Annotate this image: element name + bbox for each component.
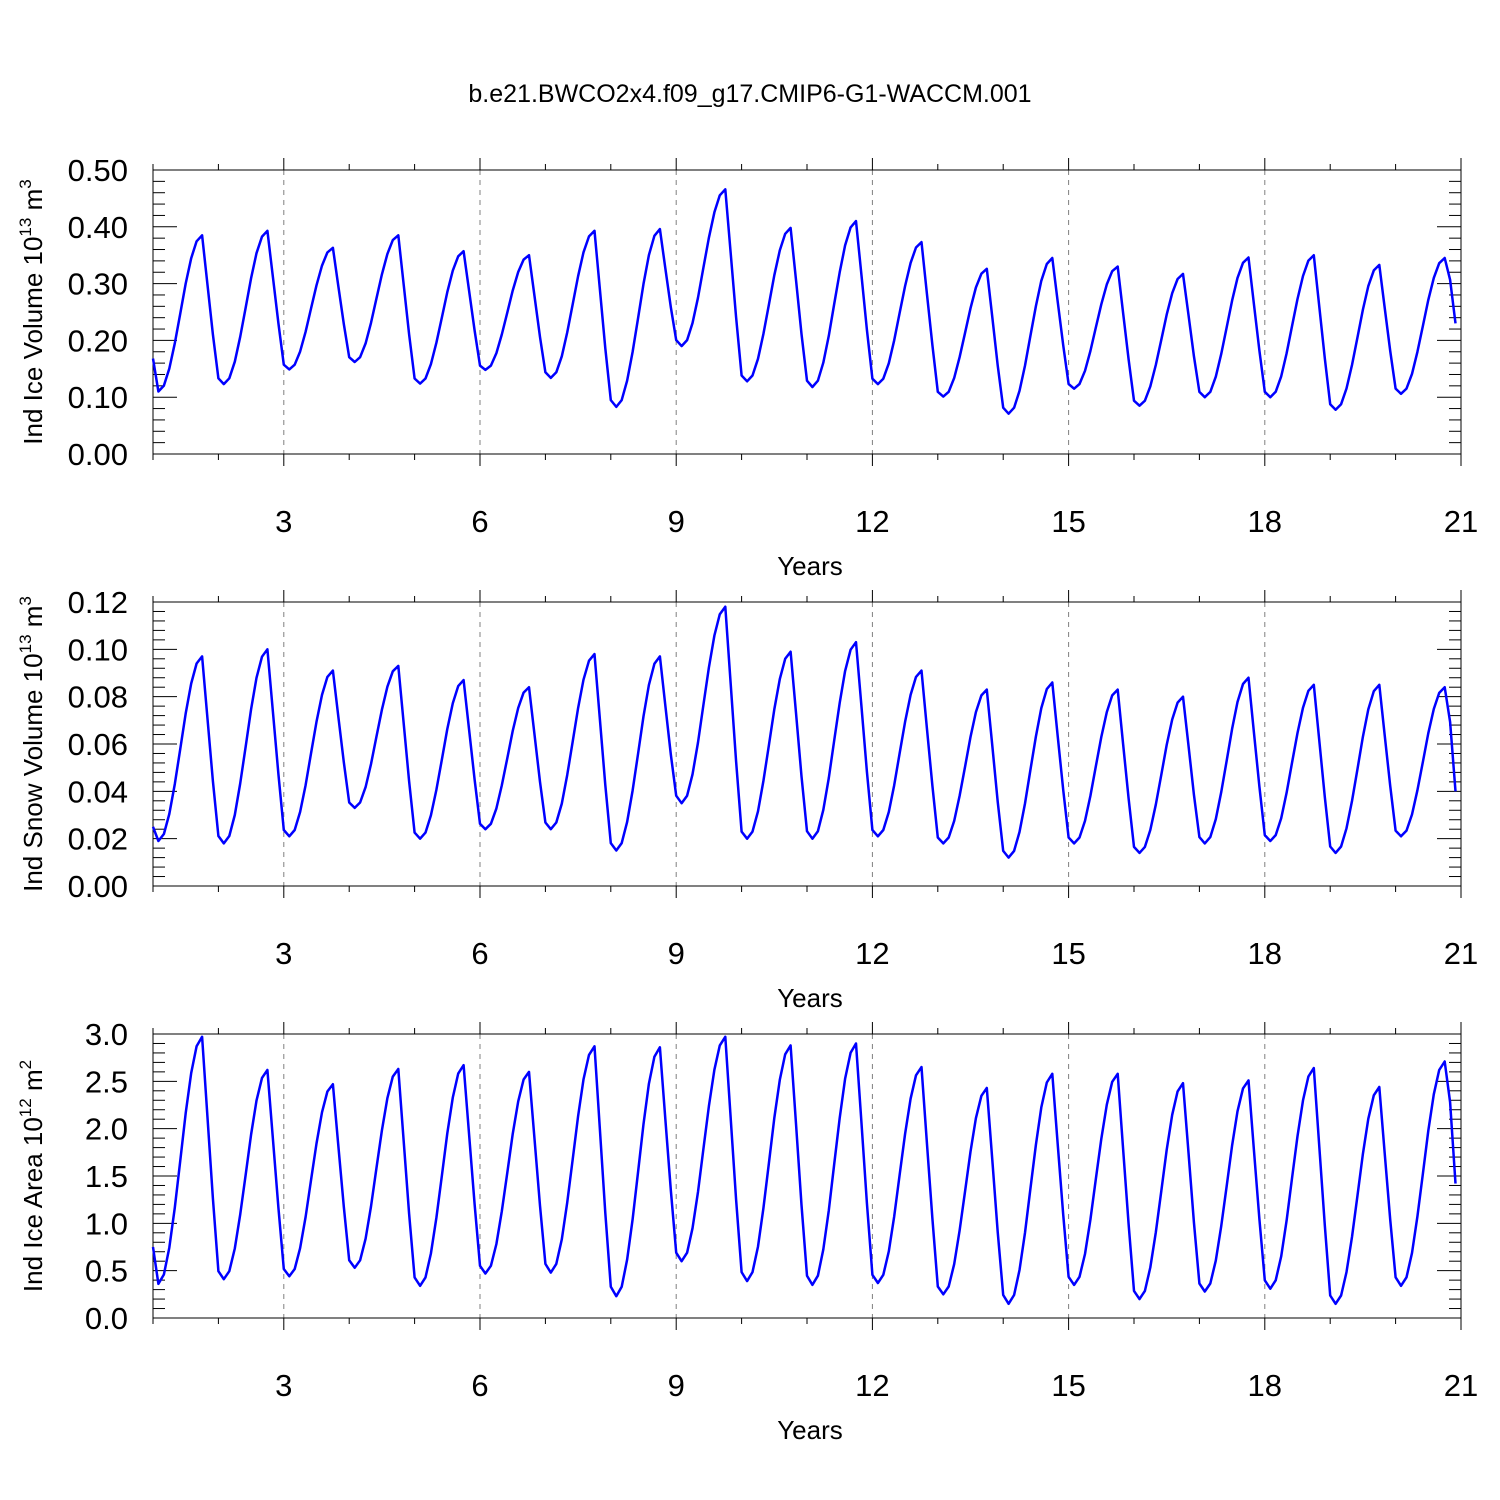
- y-tick-label: 3.0: [85, 1017, 128, 1052]
- x-tick-label: 18: [1248, 1368, 1282, 1403]
- y-axis-label-main: Ind Snow Volume 10: [18, 653, 48, 892]
- y-axis-label-unit: m: [18, 189, 48, 218]
- y-axis-label-exponent: 12: [16, 1098, 35, 1117]
- x-axis-label: Years: [777, 551, 843, 581]
- x-tick-label: 21: [1444, 504, 1478, 539]
- y-tick-label: 0.10: [68, 632, 128, 667]
- y-axis-label-main: Ind Ice Volume 10: [18, 237, 48, 445]
- x-tick-label: 6: [471, 1368, 488, 1403]
- y-axis-label-unit-exponent: 3: [16, 596, 35, 605]
- y-tick-label: 0.20: [68, 323, 128, 358]
- y-tick-label: 0.50: [68, 153, 128, 188]
- y-tick-label: 2.5: [85, 1064, 128, 1099]
- y-tick-label: 2.0: [85, 1112, 128, 1147]
- panel-3: 3 6 9 12 15 18 21 0.0 0.5 1.0 1.5 2.0 2.5 3.0 Years Ind…: [16, 1017, 1478, 1445]
- y-axis-label-unit: m: [18, 606, 48, 635]
- x-tick-label: 15: [1051, 1368, 1085, 1403]
- y-axis-label-exponent: 13: [16, 634, 35, 653]
- y-axis-label-unit: m: [18, 1069, 48, 1098]
- y-axis-label-main: Ind Ice Area 10: [18, 1117, 48, 1292]
- y-axis-label-exponent: 13: [16, 218, 35, 237]
- x-tick-label: 18: [1248, 504, 1282, 539]
- x-tick-label: 21: [1444, 1368, 1478, 1403]
- y-tick-label: 0.06: [68, 727, 128, 762]
- y-tick-label: 0.02: [68, 822, 128, 857]
- x-tick-label: 9: [668, 1368, 685, 1403]
- series-line: [151, 605, 1457, 859]
- y-tick-label: 0.08: [68, 680, 128, 715]
- x-tick-label: 12: [855, 1368, 889, 1403]
- x-tick-label: 12: [855, 504, 889, 539]
- x-axis-label: Years: [777, 983, 843, 1013]
- x-tick-label: 6: [471, 936, 488, 971]
- y-tick-label: 0.30: [68, 267, 128, 302]
- y-axis-label: Ind Ice Volume 1013 m3: [16, 179, 48, 444]
- panel-2: 3 6 9 12 15 18 21 0.00 0.02 0.04 0.06 0.08 0.10 0.12 Y…: [16, 585, 1478, 1013]
- chart-title: b.e21.BWCO2x4.f09_g17.CMIP6-G1-WACCM.001: [468, 80, 1032, 108]
- y-tick-label: 1.5: [85, 1159, 128, 1194]
- y-tick-label: 0.0: [85, 1301, 128, 1336]
- x-tick-label: 15: [1051, 504, 1085, 539]
- panel-1: 3 6 9 12 15 18 21 0.00 0.10 0.20 0.30 0.40 0.50 Years…: [16, 153, 1478, 581]
- y-tick-label: 0.04: [68, 774, 128, 809]
- x-tick-label: 3: [275, 1368, 292, 1403]
- x-axis-label: Years: [777, 1415, 843, 1445]
- series-line: [151, 188, 1457, 415]
- x-tick-label: 9: [668, 936, 685, 971]
- x-tick-label: 12: [855, 936, 889, 971]
- y-tick-label: 0.00: [68, 869, 128, 904]
- y-tick-label: 0.00: [68, 437, 128, 472]
- y-tick-label: 0.12: [68, 585, 128, 620]
- series-line: [151, 1035, 1457, 1306]
- y-axis-label-unit-exponent: 3: [16, 179, 35, 188]
- x-tick-label: 3: [275, 936, 292, 971]
- x-tick-label: 6: [471, 504, 488, 539]
- y-tick-label: 0.10: [68, 380, 128, 415]
- y-axis-label-unit-exponent: 2: [16, 1060, 35, 1069]
- y-tick-label: 1.0: [85, 1206, 128, 1241]
- y-tick-label: 0.5: [85, 1254, 128, 1289]
- y-axis-label: Ind Snow Volume 1013 m3: [16, 596, 48, 892]
- x-tick-label: 21: [1444, 936, 1478, 971]
- x-tick-label: 18: [1248, 936, 1282, 971]
- x-tick-label: 9: [668, 504, 685, 539]
- x-tick-label: 3: [275, 504, 292, 539]
- x-tick-label: 15: [1051, 936, 1085, 971]
- y-axis-label: Ind Ice Area 1012 m2: [16, 1060, 48, 1292]
- y-tick-label: 0.40: [68, 210, 128, 245]
